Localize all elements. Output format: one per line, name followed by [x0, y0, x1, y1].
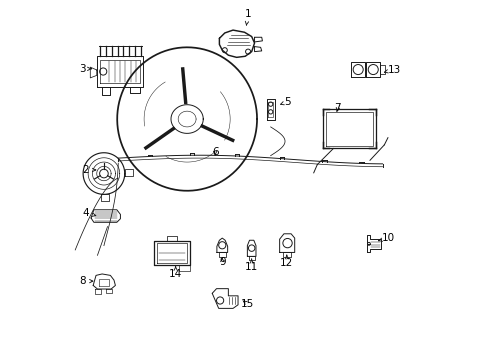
Text: 6: 6 — [211, 147, 218, 157]
Text: 13: 13 — [384, 64, 400, 75]
Text: 9: 9 — [219, 257, 225, 267]
Text: 10: 10 — [378, 233, 394, 243]
Text: 5: 5 — [280, 97, 290, 107]
Text: 1: 1 — [244, 9, 251, 25]
Text: 12: 12 — [280, 255, 293, 268]
Text: 2: 2 — [82, 165, 96, 175]
Text: 4: 4 — [82, 208, 96, 218]
Text: 3: 3 — [79, 64, 91, 74]
Text: 8: 8 — [79, 276, 93, 286]
Text: 15: 15 — [240, 299, 253, 309]
Text: 11: 11 — [244, 259, 258, 272]
Text: 7: 7 — [334, 103, 340, 113]
Text: 14: 14 — [169, 266, 182, 279]
